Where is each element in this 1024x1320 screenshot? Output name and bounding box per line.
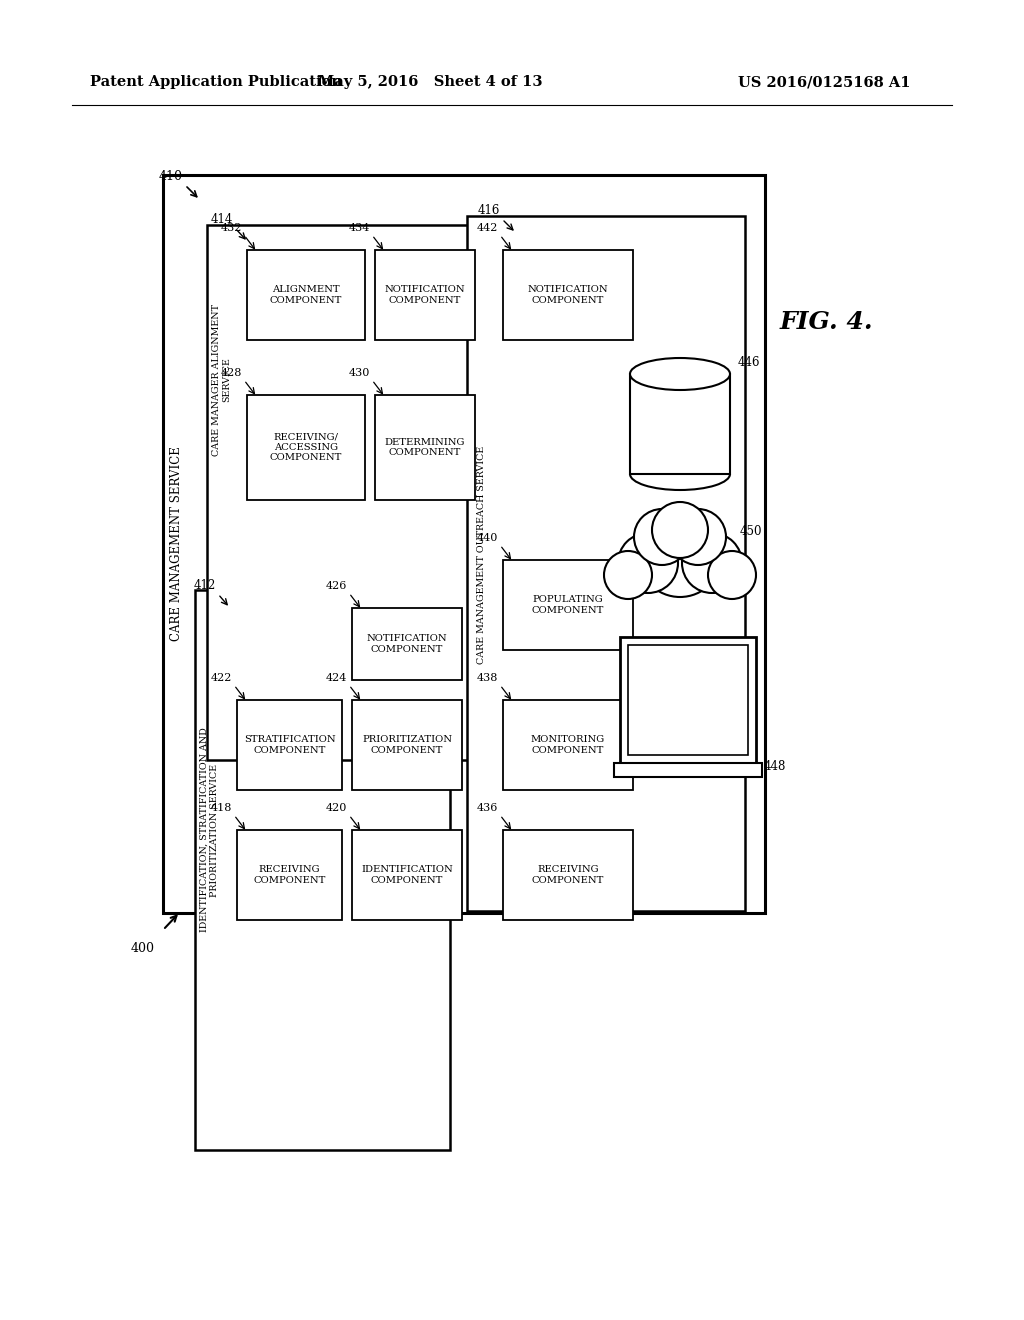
- Text: 424: 424: [326, 673, 347, 682]
- Text: 432: 432: [220, 223, 242, 234]
- Text: 446: 446: [738, 356, 761, 370]
- Text: US 2016/0125168 A1: US 2016/0125168 A1: [737, 75, 910, 88]
- Text: 434: 434: [348, 223, 370, 234]
- Bar: [628, 645, 748, 755]
- Text: May 5, 2016   Sheet 4 of 13: May 5, 2016 Sheet 4 of 13: [317, 75, 543, 88]
- Text: RECEIVING
COMPONENT: RECEIVING COMPONENT: [253, 866, 326, 884]
- Text: IDENTIFICATION
COMPONENT: IDENTIFICATION COMPONENT: [361, 866, 453, 884]
- Text: NOTIFICATION
COMPONENT: NOTIFICATION COMPONENT: [527, 285, 608, 305]
- Text: 430: 430: [348, 368, 370, 378]
- Text: 420: 420: [326, 803, 347, 813]
- Bar: [620, 638, 756, 763]
- Bar: [630, 374, 730, 474]
- Bar: [503, 830, 633, 920]
- Bar: [503, 560, 633, 649]
- Text: FIG. 4.: FIG. 4.: [780, 310, 873, 334]
- Bar: [503, 249, 633, 341]
- Text: NOTIFICATION
COMPONENT: NOTIFICATION COMPONENT: [385, 285, 465, 305]
- Text: 428: 428: [220, 368, 242, 378]
- Bar: [614, 763, 762, 777]
- Bar: [247, 249, 365, 341]
- Text: 422: 422: [211, 673, 232, 682]
- Text: 436: 436: [476, 803, 498, 813]
- Text: 412: 412: [194, 579, 216, 591]
- Text: ALIGNMENT
COMPONENT: ALIGNMENT COMPONENT: [269, 285, 342, 305]
- Circle shape: [604, 550, 652, 599]
- Text: DETERMINING
COMPONENT: DETERMINING COMPONENT: [385, 438, 465, 457]
- Bar: [375, 249, 475, 341]
- Bar: [467, 216, 745, 911]
- Text: NOTIFICATION
COMPONENT: NOTIFICATION COMPONENT: [367, 635, 447, 653]
- Text: CARE MANAGEMENT OUTREACH SERVICE: CARE MANAGEMENT OUTREACH SERVICE: [476, 446, 485, 664]
- Text: 450: 450: [740, 525, 763, 539]
- Bar: [237, 830, 342, 920]
- Text: 414: 414: [211, 213, 233, 226]
- Text: 416: 416: [477, 205, 500, 216]
- Text: 418: 418: [211, 803, 232, 813]
- Circle shape: [638, 513, 722, 597]
- Bar: [352, 609, 462, 680]
- Bar: [195, 590, 450, 1150]
- Ellipse shape: [630, 358, 730, 389]
- Circle shape: [670, 510, 726, 565]
- Text: CARE MANAGEMENT SERVICE: CARE MANAGEMENT SERVICE: [171, 446, 183, 642]
- Text: 448: 448: [764, 760, 786, 774]
- Text: 440: 440: [476, 533, 498, 543]
- Text: CARE MANAGER ALIGNMENT
SERVICE: CARE MANAGER ALIGNMENT SERVICE: [212, 304, 231, 455]
- Bar: [207, 224, 607, 760]
- Text: MONITORING
COMPONENT: MONITORING COMPONENT: [530, 735, 605, 755]
- Text: IDENTIFICATION, STRATIFICATION AND
PRIORITIZATION SERVICE: IDENTIFICATION, STRATIFICATION AND PRIOR…: [200, 727, 219, 932]
- Text: RECEIVING/
ACCESSING
COMPONENT: RECEIVING/ ACCESSING COMPONENT: [269, 433, 342, 462]
- Text: 400: 400: [131, 942, 155, 954]
- Bar: [237, 700, 342, 789]
- Text: STRATIFICATION
COMPONENT: STRATIFICATION COMPONENT: [244, 735, 335, 755]
- Circle shape: [708, 550, 756, 599]
- Bar: [503, 700, 633, 789]
- Bar: [163, 176, 765, 913]
- Bar: [352, 700, 462, 789]
- Text: 426: 426: [326, 581, 347, 591]
- Text: RECEIVING
COMPONENT: RECEIVING COMPONENT: [531, 866, 604, 884]
- Text: 438: 438: [476, 673, 498, 682]
- Circle shape: [618, 533, 678, 593]
- Bar: [375, 395, 475, 500]
- Text: POPULATING
COMPONENT: POPULATING COMPONENT: [531, 595, 604, 615]
- Text: Patent Application Publication: Patent Application Publication: [90, 75, 342, 88]
- Text: 410: 410: [159, 170, 183, 183]
- Circle shape: [682, 533, 742, 593]
- Bar: [352, 830, 462, 920]
- Text: PRIORITIZATION
COMPONENT: PRIORITIZATION COMPONENT: [362, 735, 452, 755]
- Bar: [247, 395, 365, 500]
- Circle shape: [634, 510, 690, 565]
- Circle shape: [652, 502, 708, 558]
- Text: 442: 442: [476, 223, 498, 234]
